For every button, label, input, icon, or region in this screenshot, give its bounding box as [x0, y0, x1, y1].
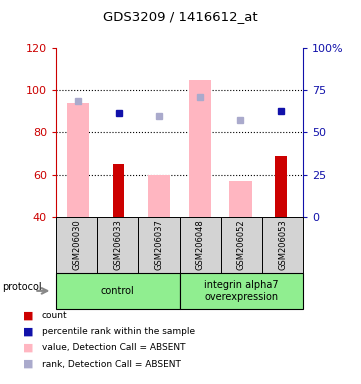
Bar [229, 181, 252, 217]
Text: GSM206052: GSM206052 [237, 220, 246, 270]
Bar [113, 164, 125, 217]
Text: percentile rank within the sample: percentile rank within the sample [42, 327, 195, 336]
Bar [189, 80, 211, 217]
Text: GSM206030: GSM206030 [72, 219, 81, 270]
Text: GSM206048: GSM206048 [196, 219, 205, 270]
Bar [148, 175, 170, 217]
Text: protocol: protocol [2, 282, 42, 292]
Text: count: count [42, 311, 67, 320]
Text: ■: ■ [23, 359, 34, 369]
Text: ■: ■ [23, 343, 34, 353]
Text: integrin alpha7
overexpression: integrin alpha7 overexpression [204, 280, 279, 302]
Text: rank, Detection Call = ABSENT: rank, Detection Call = ABSENT [42, 359, 180, 369]
Bar [275, 156, 287, 217]
Text: GSM206037: GSM206037 [155, 219, 164, 270]
Text: ■: ■ [23, 327, 34, 337]
Text: control: control [101, 286, 135, 296]
Text: value, Detection Call = ABSENT: value, Detection Call = ABSENT [42, 343, 185, 353]
Bar [67, 103, 90, 217]
Text: GSM206033: GSM206033 [113, 219, 122, 270]
Text: GDS3209 / 1416612_at: GDS3209 / 1416612_at [103, 10, 258, 23]
Text: ■: ■ [23, 311, 34, 321]
Text: GSM206053: GSM206053 [278, 219, 287, 270]
